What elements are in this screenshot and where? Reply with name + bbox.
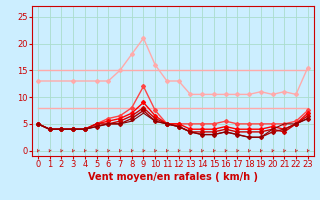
X-axis label: Vent moyen/en rafales ( km/h ): Vent moyen/en rafales ( km/h ) [88, 172, 258, 182]
